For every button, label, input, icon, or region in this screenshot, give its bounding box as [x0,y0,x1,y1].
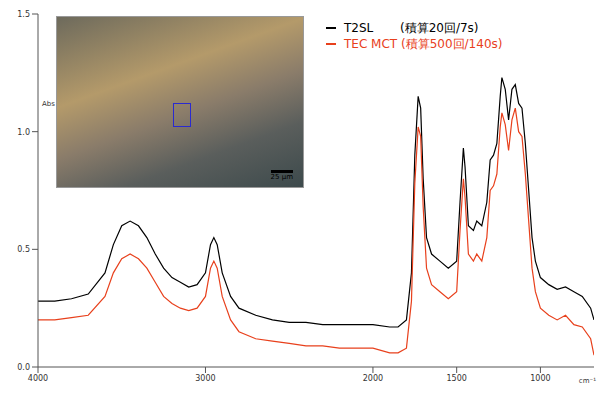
html-text:TEC MCT (積算500回/140s): TEC MCT (積算500回/140s) [344,37,503,51]
svg-text:1500: 1500 [446,374,466,383]
html-text:Abs: Abs [42,100,55,108]
html-text:cm⁻¹: cm⁻¹ [578,377,596,385]
svg-text:4000: 4000 [28,374,48,383]
svg-text:1.5: 1.5 [17,10,30,19]
svg-text:2000: 2000 [363,374,383,383]
html-text:25 µm: 25 µm [270,173,293,181]
svg-text:3000: 3000 [195,374,215,383]
svg-text:0.0: 0.0 [17,363,30,372]
html-text:T2SL (積算20回/7s): T2SL (積算20回/7s) [344,21,479,35]
svg-text:1000: 1000 [530,374,550,383]
svg-text:0.5: 0.5 [17,245,30,254]
svg-text:1.0: 1.0 [17,128,30,137]
